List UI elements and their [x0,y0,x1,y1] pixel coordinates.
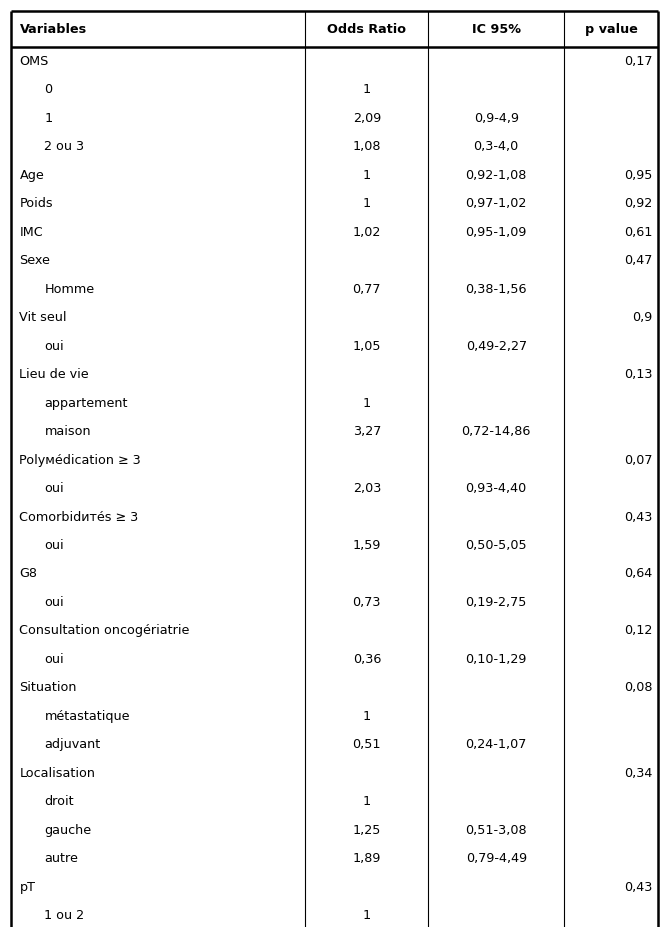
Text: 0,19-2,75: 0,19-2,75 [466,596,527,609]
Text: IC 95%: IC 95% [472,22,520,35]
Text: 3,27: 3,27 [353,425,381,438]
Text: appartement: appartement [44,397,128,410]
Text: 0,49-2,27: 0,49-2,27 [466,339,527,352]
Text: Homme: Homme [44,283,94,296]
Text: 0,79-4,49: 0,79-4,49 [466,852,527,865]
Text: 1: 1 [363,795,371,808]
Text: 2,09: 2,09 [353,112,381,125]
Text: 0,24-1,07: 0,24-1,07 [466,738,527,751]
Text: Polyмédication ≥ 3: Polyмédication ≥ 3 [19,453,141,466]
Text: oui: oui [44,539,64,552]
Text: 0,93-4,40: 0,93-4,40 [466,482,527,495]
Text: 0,51: 0,51 [353,738,381,751]
Text: p value: p value [585,22,638,35]
Text: oui: oui [44,339,64,352]
Text: maison: maison [44,425,91,438]
Text: 1,59: 1,59 [353,539,381,552]
Text: 0,17: 0,17 [624,55,652,68]
Text: oui: oui [44,596,64,609]
Text: 1: 1 [44,112,53,125]
Text: 0,10-1,29: 0,10-1,29 [466,653,527,666]
Text: G8: G8 [19,567,37,580]
Text: 0,64: 0,64 [624,567,652,580]
Text: 1: 1 [363,397,371,410]
Text: pT: pT [19,881,35,894]
Text: 0,36: 0,36 [353,653,381,666]
Text: 0,9: 0,9 [632,311,652,324]
Text: Localisation: Localisation [19,767,96,780]
Text: Age: Age [19,169,44,182]
Text: Situation: Situation [19,681,77,694]
Text: gauche: gauche [44,824,92,837]
Text: 0,77: 0,77 [353,283,381,296]
Text: Comorbidитés ≥ 3: Comorbidитés ≥ 3 [19,511,138,524]
Text: 1: 1 [363,169,371,182]
Text: 1,05: 1,05 [353,339,381,352]
Text: oui: oui [44,653,64,666]
Text: Sexe: Sexe [19,254,50,267]
Text: 0,43: 0,43 [624,511,652,524]
Text: 0: 0 [44,83,53,96]
Text: 1: 1 [363,197,371,210]
Text: Vit seul: Vit seul [19,311,67,324]
Text: 0,43: 0,43 [624,881,652,894]
Text: 0,72-14,86: 0,72-14,86 [462,425,531,438]
Text: IMC: IMC [19,226,43,239]
Text: 0,92-1,08: 0,92-1,08 [466,169,527,182]
Text: 0,38-1,56: 0,38-1,56 [466,283,527,296]
Text: adjuvant: adjuvant [44,738,101,751]
Text: 0,51-3,08: 0,51-3,08 [466,824,527,837]
Text: 0,95: 0,95 [624,169,652,182]
Text: 1,25: 1,25 [353,824,381,837]
Text: 0,9-4,9: 0,9-4,9 [474,112,518,125]
Text: 2,03: 2,03 [353,482,381,495]
Text: 0,07: 0,07 [624,453,652,466]
Text: 0,97-1,02: 0,97-1,02 [466,197,527,210]
Text: Lieu de vie: Lieu de vie [19,368,89,381]
Text: 1,02: 1,02 [353,226,381,239]
Text: 0,50-5,05: 0,50-5,05 [466,539,527,552]
Text: Odds Ratio: Odds Ratio [327,22,406,35]
Text: Poids: Poids [19,197,53,210]
Text: 1: 1 [363,909,371,922]
Text: droit: droit [44,795,74,808]
Text: 1,89: 1,89 [353,852,381,865]
Text: 0,08: 0,08 [624,681,652,694]
Text: 0,34: 0,34 [624,767,652,780]
Text: 0,47: 0,47 [624,254,652,267]
Text: Variables: Variables [19,22,86,35]
Text: Consultation oncogériatrie: Consultation oncogériatrie [19,625,190,638]
Text: 0,13: 0,13 [624,368,652,381]
Text: 1: 1 [363,710,371,723]
Text: oui: oui [44,482,64,495]
Text: autre: autre [44,852,78,865]
Text: 0,3-4,0: 0,3-4,0 [474,140,519,153]
Text: 0,95-1,09: 0,95-1,09 [466,226,527,239]
Text: 0,73: 0,73 [353,596,381,609]
Text: 2 ou 3: 2 ou 3 [44,140,84,153]
Text: 0,92: 0,92 [624,197,652,210]
Text: 1 ou 2: 1 ou 2 [44,909,84,922]
Text: OMS: OMS [19,55,49,68]
Text: 1,08: 1,08 [353,140,381,153]
Text: 0,61: 0,61 [624,226,652,239]
Text: 0,12: 0,12 [624,625,652,638]
Text: métastatique: métastatique [44,710,130,723]
Text: 1: 1 [363,83,371,96]
